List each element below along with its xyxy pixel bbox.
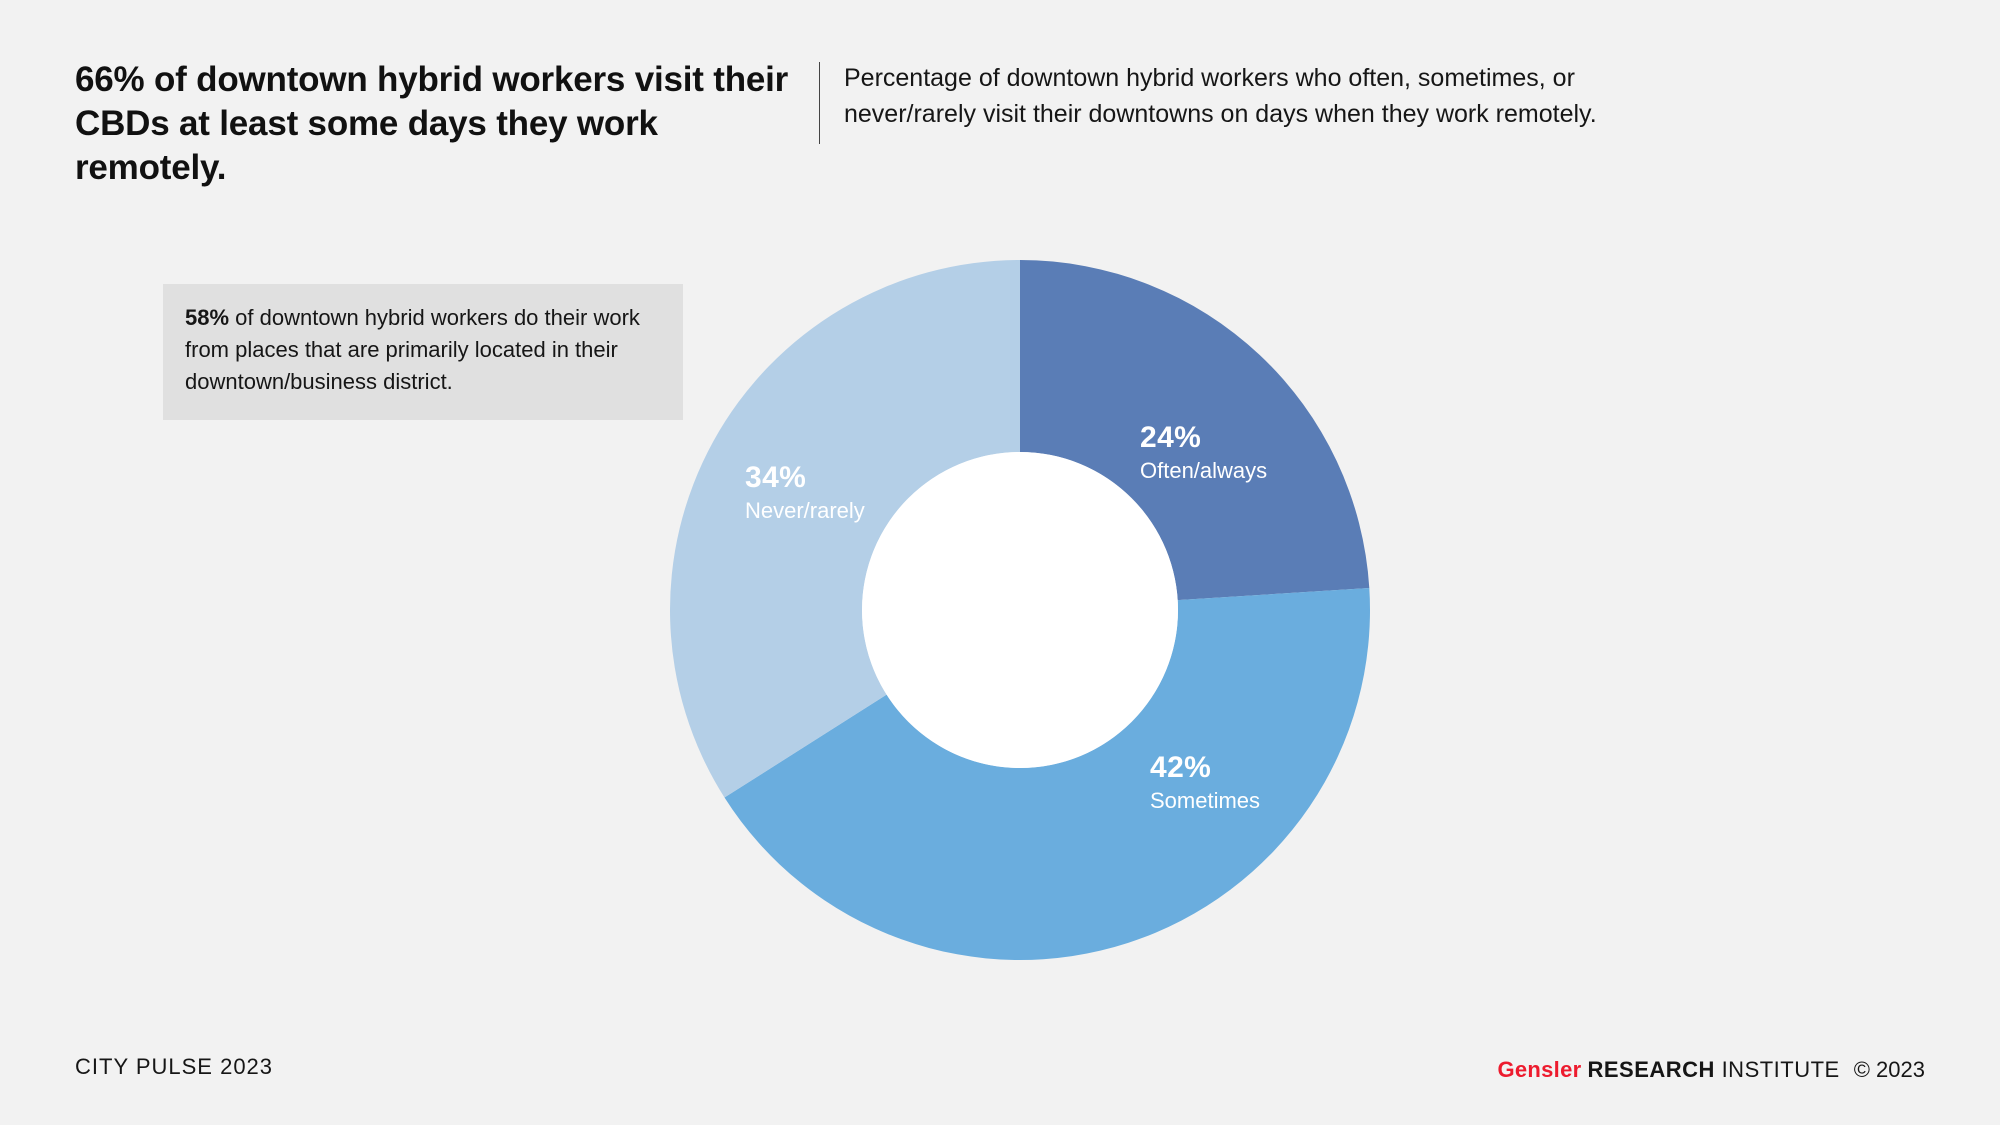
- slice-name-never: Never/rarely: [745, 498, 865, 524]
- slice-label-often: 24% Often/always: [1140, 420, 1267, 484]
- donut-hole: [862, 452, 1178, 768]
- slice-pct-sometimes: 42%: [1150, 750, 1260, 786]
- slice-name-sometimes: Sometimes: [1150, 788, 1260, 814]
- footer-left: CITY PULSE 2023: [75, 1054, 273, 1080]
- header-divider: [819, 62, 820, 144]
- footer-right: GenslerRESEARCH INSTITUTE © 2023: [1497, 1057, 1925, 1083]
- slice-pct-often: 24%: [1140, 420, 1267, 456]
- footer-copyright: © 2023: [1854, 1057, 1925, 1082]
- infographic-page: 66% of downtown hybrid workers visit the…: [0, 0, 2000, 1125]
- slice-label-never: 34% Never/rarely: [745, 460, 865, 524]
- donut-svg: [670, 260, 1370, 960]
- footer-institute: INSTITUTE: [1715, 1057, 1840, 1082]
- callout-text: of downtown hybrid workers do their work…: [185, 305, 640, 394]
- donut-chart: 24% Often/always 42% Sometimes 34% Never…: [670, 260, 1370, 960]
- footer-research: RESEARCH: [1587, 1057, 1714, 1082]
- callout-box: 58% of downtown hybrid workers do their …: [163, 284, 683, 420]
- slice-label-sometimes: 42% Sometimes: [1150, 750, 1260, 814]
- subhead: Percentage of downtown hybrid workers wh…: [844, 58, 1604, 133]
- callout-bold: 58%: [185, 305, 229, 330]
- headline: 66% of downtown hybrid workers visit the…: [75, 58, 795, 189]
- slice-name-often: Often/always: [1140, 458, 1267, 484]
- slice-pct-never: 34%: [745, 460, 865, 496]
- footer-brand: Gensler: [1497, 1057, 1581, 1082]
- header: 66% of downtown hybrid workers visit the…: [75, 58, 1925, 189]
